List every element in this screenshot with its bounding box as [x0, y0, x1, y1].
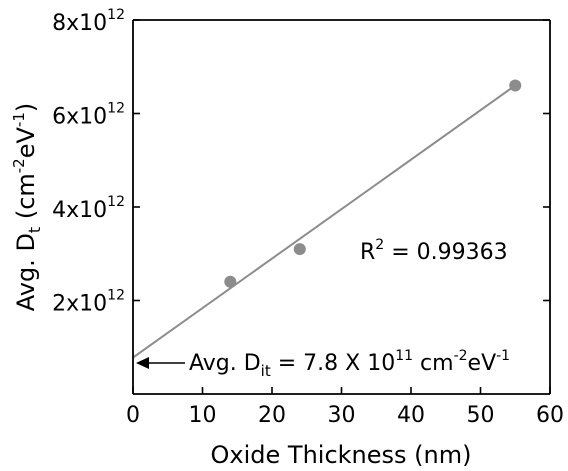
x-tick-label-30: 30 — [328, 403, 356, 428]
y-tick-label-4: 4x1012 — [52, 194, 125, 223]
y-axis-title-base: Avg. D — [12, 233, 40, 311]
data-point-1 — [224, 275, 237, 288]
y-tick-label-2: 2x1012 — [52, 288, 125, 317]
data-point-3 — [509, 79, 522, 92]
r-squared-annotation: R2 = 0.99363 — [360, 237, 508, 265]
intercept-sup2: -2 — [454, 348, 468, 364]
intercept-sub: it — [261, 362, 271, 380]
x-tick-label-10: 10 — [189, 403, 217, 428]
intercept-sup1: 11 — [395, 348, 413, 364]
intercept-ev: eV — [468, 351, 497, 376]
intercept-cm: cm — [413, 351, 454, 376]
r-squared-base: R — [360, 240, 375, 265]
r-squared-sup: 2 — [375, 237, 384, 253]
intercept-annotation: Avg. Dit = 7.8 X 1011 cm-2eV-1 — [189, 348, 510, 380]
x-tick-label-50: 50 — [467, 403, 495, 428]
y-tick-label-8: 8x1012 — [52, 7, 125, 36]
fit-line — [132, 84, 516, 359]
x-axis-title: Oxide Thickness (nm) — [211, 441, 472, 469]
x-tick-label-0: 0 — [126, 403, 140, 428]
r-squared-value: = 0.99363 — [384, 240, 507, 265]
intercept-arrow — [136, 357, 185, 369]
data-point-2 — [293, 243, 306, 256]
y-tick-label-6: 6x1012 — [52, 101, 125, 130]
y-axis-title-units-mid: eV — [12, 126, 40, 158]
y-axis-title-exp1: -2 — [10, 158, 28, 173]
y-axis-title-exp2: -1 — [10, 112, 28, 127]
y-axis-title: Avg. Dt (cm-2eV-1) — [10, 103, 44, 312]
x-tick-label-20: 20 — [258, 403, 286, 428]
intercept-mid: = 7.8 X 10 — [271, 351, 395, 376]
intercept-pre: Avg. D — [189, 351, 261, 376]
intercept-sup3: -1 — [496, 348, 510, 364]
y-axis-title-sub: t — [25, 227, 44, 233]
y-axis-title-units-open: (cm — [12, 173, 40, 227]
x-tick-label-40: 40 — [397, 403, 425, 428]
x-tick-label-60: 60 — [536, 403, 564, 428]
y-axis-title-units-close: ) — [12, 103, 40, 112]
